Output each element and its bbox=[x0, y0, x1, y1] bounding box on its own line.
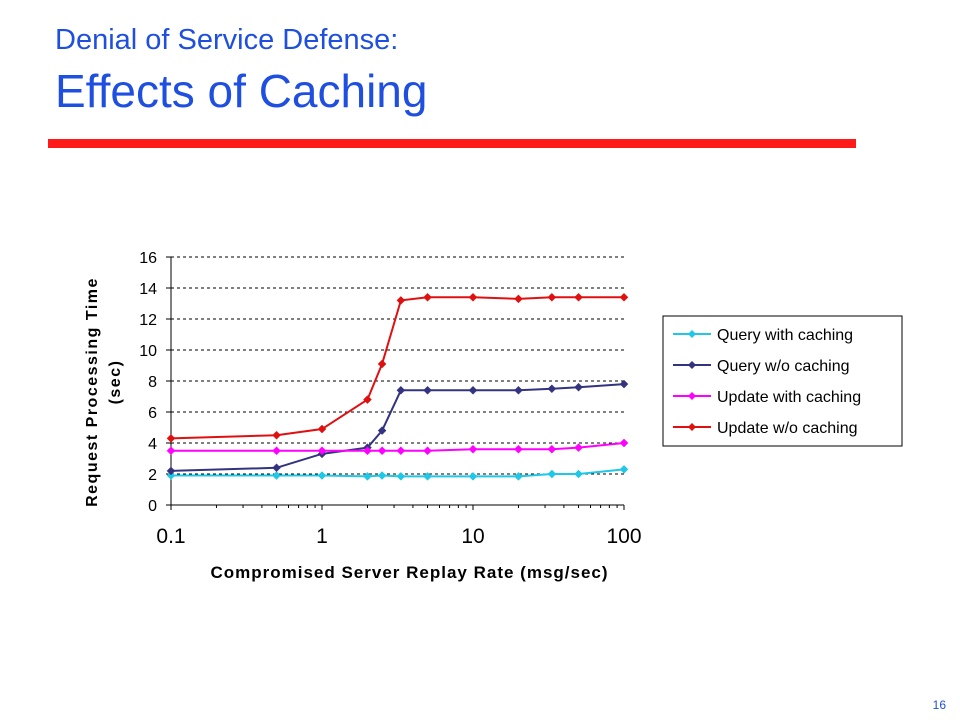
y-tick-label: 4 bbox=[148, 436, 157, 453]
y-tick-label: 12 bbox=[139, 312, 157, 329]
data-point bbox=[514, 294, 523, 304]
series-0 bbox=[166, 464, 629, 481]
data-point bbox=[423, 292, 432, 302]
slide-title: Effects of Caching bbox=[55, 65, 428, 117]
y-tick-label: 2 bbox=[148, 467, 157, 484]
y-tick-label: 10 bbox=[139, 343, 157, 360]
legend-entry: Update with caching bbox=[717, 389, 861, 406]
series-3 bbox=[166, 292, 629, 443]
data-point bbox=[547, 444, 557, 454]
data-point bbox=[547, 292, 557, 302]
data-point bbox=[423, 471, 432, 481]
data-point bbox=[377, 426, 387, 435]
y-tick-label: 0 bbox=[148, 498, 157, 515]
series-line bbox=[170, 383, 625, 472]
data-point bbox=[166, 433, 176, 443]
legend-box bbox=[662, 315, 903, 447]
series-1 bbox=[166, 379, 629, 476]
data-point bbox=[619, 438, 629, 448]
data-point bbox=[272, 463, 281, 473]
data-point bbox=[468, 385, 478, 395]
series-line bbox=[170, 296, 624, 440]
legend-swatch-marker bbox=[688, 392, 696, 400]
series-line bbox=[171, 468, 625, 478]
data-point bbox=[619, 292, 629, 302]
data-point bbox=[514, 444, 523, 454]
data-point bbox=[396, 385, 406, 395]
data-point bbox=[377, 446, 387, 456]
legend-swatch-marker bbox=[688, 330, 696, 338]
x-tick-label: 1 bbox=[316, 525, 328, 548]
y-axis-title: Request Processing Time bbox=[84, 277, 101, 507]
title-divider bbox=[48, 139, 856, 148]
data-point bbox=[574, 292, 583, 302]
slide-subtitle: Denial of Service Defense: bbox=[55, 24, 399, 56]
data-point bbox=[547, 469, 557, 479]
data-point bbox=[619, 464, 629, 474]
data-point bbox=[468, 471, 478, 481]
data-point bbox=[423, 385, 432, 395]
data-point bbox=[396, 471, 406, 481]
data-point bbox=[574, 469, 583, 479]
x-tick-label: 0.1 bbox=[156, 525, 185, 548]
data-point bbox=[317, 424, 327, 434]
data-point bbox=[166, 466, 176, 476]
data-point bbox=[317, 471, 327, 480]
legend-swatch-marker bbox=[688, 423, 696, 431]
legend-swatch-marker bbox=[688, 361, 696, 369]
data-point bbox=[468, 444, 478, 454]
data-point bbox=[377, 359, 387, 369]
legend-entry: Query w/o caching bbox=[717, 358, 850, 375]
data-point bbox=[363, 395, 372, 404]
data-point bbox=[166, 471, 176, 480]
data-point bbox=[272, 446, 281, 456]
data-point bbox=[396, 446, 406, 456]
series-2 bbox=[166, 438, 629, 456]
y-tick-label: 8 bbox=[148, 374, 157, 391]
x-tick-label: 100 bbox=[606, 525, 641, 548]
data-point bbox=[468, 292, 478, 302]
series-line bbox=[171, 442, 625, 452]
data-point bbox=[363, 471, 372, 481]
data-point bbox=[619, 379, 629, 389]
data-point bbox=[363, 446, 372, 456]
data-point bbox=[514, 471, 523, 481]
data-point bbox=[574, 382, 583, 392]
data-point bbox=[272, 430, 281, 440]
y-tick-label: 16 bbox=[139, 250, 157, 267]
data-point bbox=[396, 296, 406, 305]
data-point bbox=[547, 384, 557, 394]
legend-entry: Query with caching bbox=[717, 327, 853, 344]
data-point bbox=[272, 471, 281, 480]
data-point bbox=[574, 443, 583, 453]
data-point bbox=[166, 446, 176, 456]
legend-entry: Update w/o caching bbox=[717, 420, 858, 437]
x-axis-title: Compromised Server Replay Rate (msg/sec) bbox=[210, 563, 608, 582]
y-tick-label: 6 bbox=[148, 405, 157, 422]
data-point bbox=[423, 446, 432, 456]
y-tick-label: 14 bbox=[139, 281, 157, 298]
page-number: 16 bbox=[932, 698, 946, 712]
data-point bbox=[377, 471, 387, 480]
data-point bbox=[317, 446, 327, 456]
data-point bbox=[514, 385, 523, 395]
y-axis-title-unit: (sec) bbox=[107, 360, 124, 405]
x-tick-label: 10 bbox=[461, 525, 484, 548]
